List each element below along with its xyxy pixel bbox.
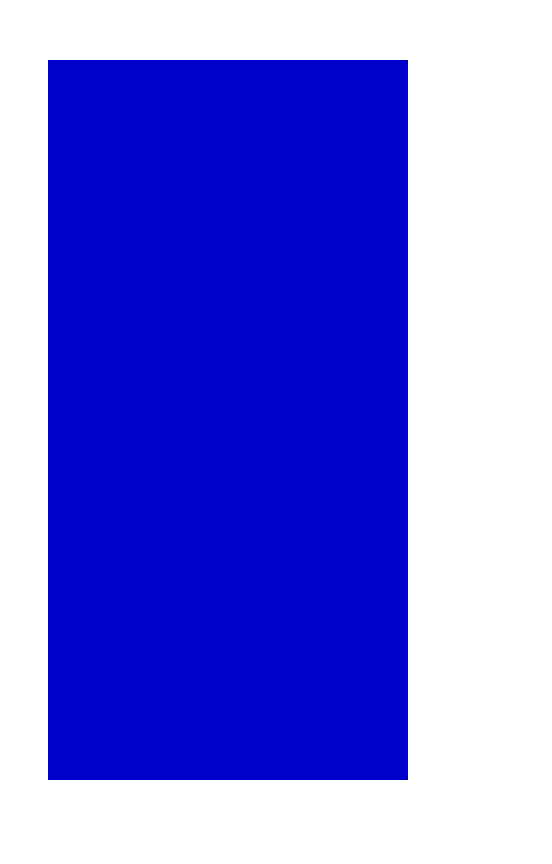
right-tickmarks [408, 60, 414, 780]
seismogram-trace [490, 60, 540, 780]
left-time-axis [0, 60, 46, 780]
date-location-title [0, 24, 552, 41]
frequency-axis [48, 782, 408, 804]
right-time-axis [412, 60, 462, 780]
left-tickmarks [42, 60, 48, 780]
spectrogram-plot [48, 60, 408, 780]
